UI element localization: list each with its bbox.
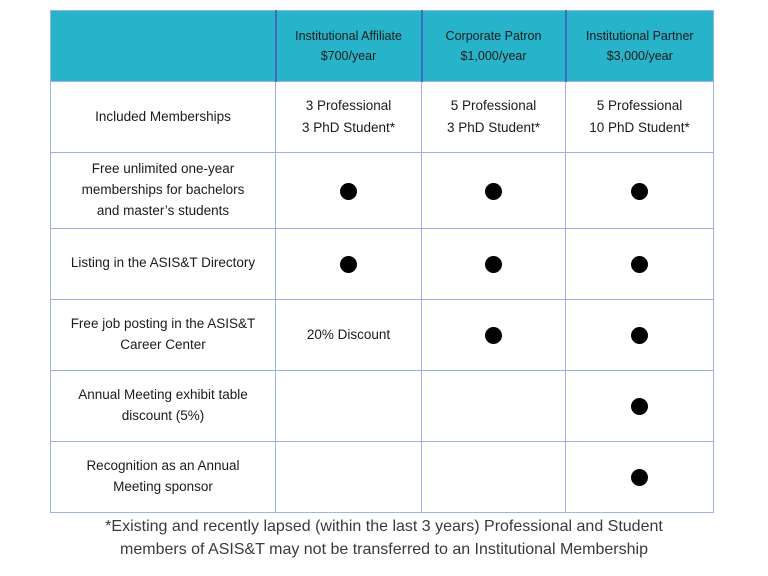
- feature-cell: 3 Professional 3 PhD Student*: [275, 81, 422, 153]
- plan-name: Institutional Affiliate: [295, 29, 402, 43]
- corner-cell: [50, 10, 276, 82]
- plan-price: $700/year: [320, 49, 377, 63]
- feature-cell: 5 Professional 3 PhD Student*: [421, 81, 566, 153]
- table-body: Included Memberships 3 Professional 3 PhD…: [50, 81, 714, 513]
- included-dot: [631, 326, 648, 344]
- included-dot: [631, 255, 648, 273]
- row-label: Listing in the ASIS&T Directory: [50, 227, 276, 300]
- row-label: Free job posting in the ASIS&T Career Ce…: [50, 298, 276, 371]
- feature-cell: [565, 440, 714, 513]
- header-row: Institutional Affiliate $700/year Corporat…: [50, 10, 714, 82]
- table-header: Institutional Affiliate $700/year Corporat…: [50, 10, 714, 82]
- table-row: Included Memberships 3 Professional 3 PhD…: [50, 81, 714, 153]
- included-dot: [631, 468, 648, 486]
- plan-header-cell: Institutional Affiliate $700/year: [274, 10, 423, 82]
- feature-cell: [421, 227, 566, 300]
- feature-cell: [421, 298, 566, 371]
- feature-cell: [275, 369, 422, 442]
- included-dot: [485, 326, 502, 344]
- included-dot: [340, 182, 357, 200]
- plan-price: $3,000/year: [606, 49, 673, 63]
- row-label: Free unlimited one-year memberships for …: [50, 152, 276, 229]
- row-label: Recognition as an Annual Meeting sponsor: [50, 440, 276, 513]
- table-row: Listing in the ASIS&T Directory: [50, 227, 714, 300]
- feature-cell: 20% Discount: [275, 298, 422, 371]
- included-dot: [485, 182, 502, 200]
- feature-cell: [565, 227, 714, 300]
- feature-cell: [421, 369, 566, 442]
- included-dot: [340, 255, 357, 273]
- feature-cell: [421, 440, 566, 513]
- feature-cell: 5 Professional 10 PhD Student*: [565, 81, 714, 153]
- plan-name: Institutional Partner: [585, 29, 694, 43]
- footnote: *Existing and recently lapsed (within th…: [105, 518, 663, 559]
- table-row: Free job posting in the ASIS&T Career Ce…: [50, 298, 714, 371]
- included-dot: [485, 255, 502, 273]
- plan-header-cell: Institutional Partner $3,000/year: [564, 10, 714, 82]
- membership-comparison-table: Institutional Affiliate $700/year Corporat…: [50, 10, 714, 513]
- feature-cell: [565, 152, 714, 229]
- feature-cell: [275, 440, 422, 513]
- plan-name: Corporate Patron: [445, 29, 542, 43]
- feature-cell: [565, 369, 714, 442]
- row-label: Annual Meeting exhibit table discount (5…: [50, 369, 276, 442]
- plan-price: $1,000/year: [460, 49, 527, 63]
- row-label: Included Memberships: [50, 81, 276, 153]
- included-dot: [631, 397, 648, 415]
- table-row: Recognition as an Annual Meeting sponsor: [50, 440, 714, 513]
- feature-cell: [275, 152, 422, 229]
- included-dot: [631, 182, 648, 200]
- feature-cell: [275, 227, 422, 300]
- feature-cell: [421, 152, 566, 229]
- table-row: Free unlimited one-year memberships for …: [50, 152, 714, 229]
- plan-header-cell: Corporate Patron $1,000/year: [420, 10, 567, 82]
- feature-cell: [565, 298, 714, 371]
- table-row: Annual Meeting exhibit table discount (5…: [50, 369, 714, 442]
